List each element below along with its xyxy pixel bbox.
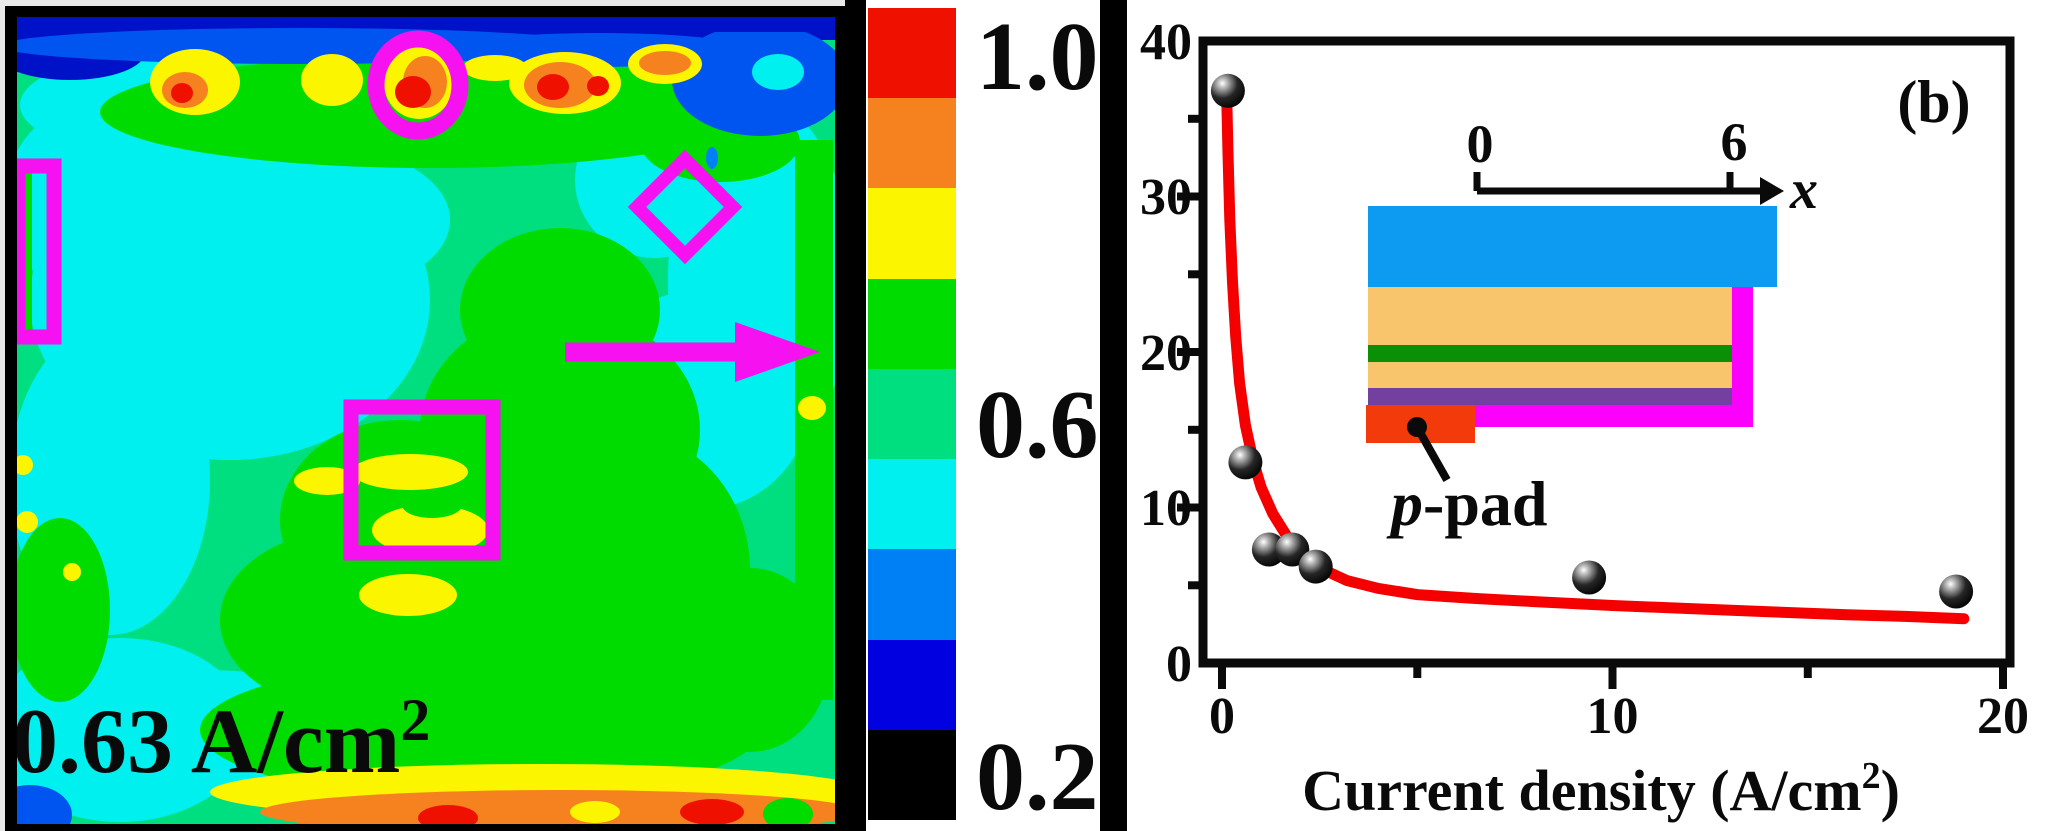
colorbar-segment-0.4 — [868, 549, 956, 640]
inset-x-arrow-head — [1760, 177, 1784, 205]
inset-layer-active-green — [1368, 345, 1732, 362]
inset-x-axis-letter: x — [1789, 159, 1818, 221]
colorbar-tick-bottom: 0.2 — [976, 723, 1099, 831]
x-tick-10: 10 — [1587, 688, 1639, 745]
yellow-patch-green-hole — [402, 492, 462, 518]
data-point-sphere — [1298, 549, 1333, 584]
p-pad-label: p-pad — [1386, 468, 1548, 539]
scatter-plot-panel: 40 30 20 10 0 0 10 20 Current density (A… — [1100, 0, 2048, 831]
inset-electrode-magenta-vertical — [1732, 287, 1753, 427]
x-axis-title: Current density (A/cm2) — [1302, 755, 1900, 823]
map-annotations — [10, 30, 820, 561]
y-tick-40: 40 — [1140, 14, 1192, 71]
scatter-data-layer — [1210, 73, 1974, 625]
panel-divider — [1100, 0, 1127, 831]
annotation-rectangle — [10, 158, 62, 345]
map-current-density-label: 0.63 A/cm2 — [12, 687, 430, 792]
panel-label: (b) — [1897, 69, 1970, 135]
contour-map-content: 0.63 A/cm2 — [5, 6, 835, 826]
colorbar-segment-1.0 — [868, 8, 956, 99]
data-point-sphere — [1939, 574, 1974, 609]
top-hotspots — [150, 44, 702, 119]
inset-scale-6: 6 — [1721, 112, 1748, 172]
data-point-sphere — [1572, 560, 1607, 595]
colorbar-segment-0.3 — [868, 639, 956, 730]
scatter-plot: 40 30 20 10 0 0 10 20 Current density (A… — [1100, 0, 2029, 831]
bottom-hot-band — [210, 764, 835, 826]
y-tick-labels: 40 30 20 10 0 — [1140, 14, 1192, 693]
contour-map: 0.63 A/cm2 — [0, 0, 866, 831]
inset-layer-purple — [1368, 388, 1732, 405]
map-frame — [0, 0, 866, 831]
colorbar-segment-0.6 — [868, 368, 956, 460]
colorbar-tick-top: 1.0 — [976, 3, 1099, 111]
colorbar-segment-0.2 — [868, 729, 956, 820]
data-point-sphere — [1275, 532, 1310, 567]
data-point-sphere — [1210, 73, 1245, 108]
annotation-circle — [367, 30, 469, 140]
x-tick-0: 0 — [1209, 688, 1235, 745]
annotation-diamond — [627, 149, 743, 265]
inset-layer-tan-upper — [1368, 287, 1732, 345]
colorbar-segment-0.8 — [868, 188, 956, 279]
x-tick-labels: 0 10 20 — [1209, 688, 2029, 745]
data-point-sphere — [1251, 532, 1286, 567]
annotation-square — [343, 399, 501, 561]
center-yellow-patches — [13, 396, 826, 616]
inset-scale-0: 0 — [1467, 114, 1494, 174]
p-pad-callout-line — [1413, 425, 1451, 482]
y-tick-30: 30 — [1140, 169, 1192, 226]
y-tick-0: 0 — [1166, 636, 1192, 693]
colorbar-segment-0.5 — [868, 459, 956, 550]
inset-layer-blue — [1368, 206, 1777, 287]
annotation-arrow-head — [735, 322, 820, 382]
el-intensity-map-panel: 0.63 A/cm2 — [0, 0, 866, 831]
x-tick-20: 20 — [1977, 688, 2029, 745]
y-tick-10: 10 — [1140, 480, 1192, 537]
colorbar-panel: 1.0 0.6 0.2 — [866, 0, 1100, 831]
colorbar-segment-0.7 — [868, 278, 956, 369]
axis-ticks — [1177, 114, 2007, 689]
data-point-sphere — [1228, 445, 1263, 480]
y-tick-20: 20 — [1140, 325, 1192, 382]
colorbar-tick-middle: 0.6 — [976, 371, 1099, 479]
colorbar-strip — [868, 8, 956, 820]
inset-layer-tan-lower — [1368, 362, 1732, 388]
inset-electrode-magenta-bottom — [1475, 405, 1753, 427]
device-schematic-inset: 0 6 x p-pad — [1366, 112, 1818, 539]
inset-scale-bar — [1473, 172, 1762, 195]
colorbar-segment-0.9 — [868, 98, 956, 189]
contour-level-green — [10, 56, 833, 800]
